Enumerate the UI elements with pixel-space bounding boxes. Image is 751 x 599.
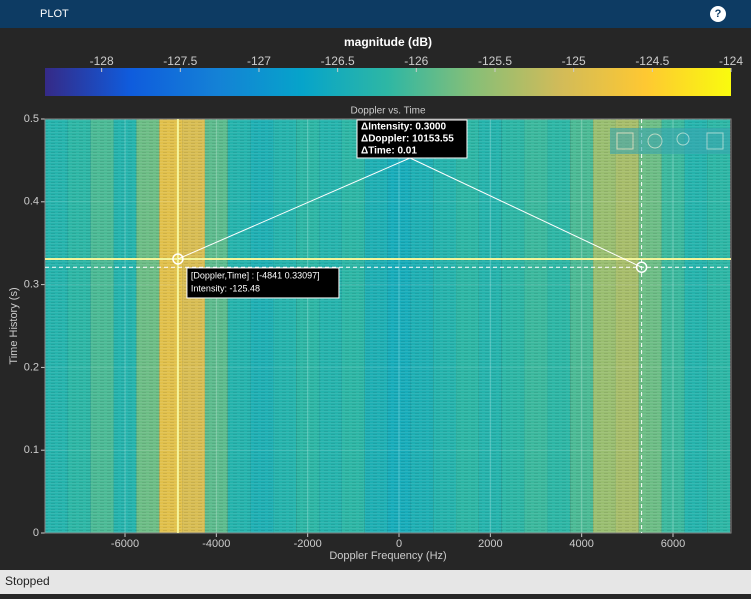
delta-text: ΔDoppler: 10153.55 — [361, 134, 454, 145]
cursor-marker — [172, 253, 184, 265]
colorbar-tick-label: -128 — [90, 54, 114, 68]
pan-button[interactable] — [647, 133, 663, 149]
texture — [45, 119, 731, 533]
help-button[interactable] — [710, 6, 726, 22]
y-axis-label: Time History (s) — [8, 287, 20, 364]
colorbar-tick-label: -127 — [247, 54, 271, 68]
x-tick-label: -4000 — [202, 538, 230, 550]
colorbar-title: magnitude (dB) — [344, 35, 432, 49]
datatip-text: [Doppler,Time] : [-4841 0.33097] — [191, 270, 320, 280]
help-icon[interactable]: ? — [715, 8, 722, 20]
y-tick-label: 0 — [33, 527, 39, 539]
x-tick-label: -2000 — [294, 538, 322, 550]
y-tick-label: 0.2 — [24, 361, 39, 373]
y-tick-label: 0.3 — [24, 279, 39, 291]
x-tick-label: 6000 — [661, 538, 685, 550]
colorbar-tick-label: -126.5 — [321, 54, 355, 68]
header-title: PLOT — [40, 8, 69, 20]
zoom-button[interactable] — [676, 132, 690, 146]
header-bar — [0, 0, 751, 28]
x-tick-label: -6000 — [111, 538, 139, 550]
toolbar-bg — [610, 128, 730, 154]
delta-text: ΔTime: 0.01 — [361, 146, 417, 157]
plot-toolbar — [610, 128, 730, 154]
plot-title: Doppler vs. Time — [350, 106, 425, 117]
export-button[interactable] — [616, 132, 634, 150]
datatip-text: Intensity: -125.48 — [191, 283, 260, 293]
delta-text: ΔIntensity: 0.3000 — [361, 122, 446, 133]
status-bar — [0, 570, 751, 594]
colorbar-tick-label: -126 — [404, 54, 428, 68]
x-tick-label: 4000 — [569, 538, 593, 550]
connector — [409, 157, 642, 268]
y-tick-label: 0.4 — [24, 196, 39, 208]
datatip-box — [186, 267, 340, 299]
colorbar-tick-label: -124.5 — [635, 54, 669, 68]
delta-box — [356, 119, 468, 159]
status-text: Stopped — [5, 574, 50, 588]
connector — [177, 157, 411, 260]
colorbar-tick-label: -124 — [719, 54, 743, 68]
plot-frame — [44, 118, 732, 534]
x-tick-label: 2000 — [478, 538, 502, 550]
x-tick-label: 0 — [396, 538, 402, 550]
y-tick-label: 0.5 — [24, 113, 39, 125]
colorbar — [45, 68, 731, 96]
colorbar-tick-label: -127.5 — [163, 54, 197, 68]
colorbar-tick-label: -125.5 — [478, 54, 512, 68]
cursor-marker — [635, 261, 648, 273]
x-axis-label: Doppler Frequency (Hz) — [329, 550, 446, 562]
restore-button[interactable] — [706, 132, 724, 150]
colorbar-tick-label: -125 — [562, 54, 586, 68]
y-tick-label: 0.1 — [24, 444, 39, 456]
